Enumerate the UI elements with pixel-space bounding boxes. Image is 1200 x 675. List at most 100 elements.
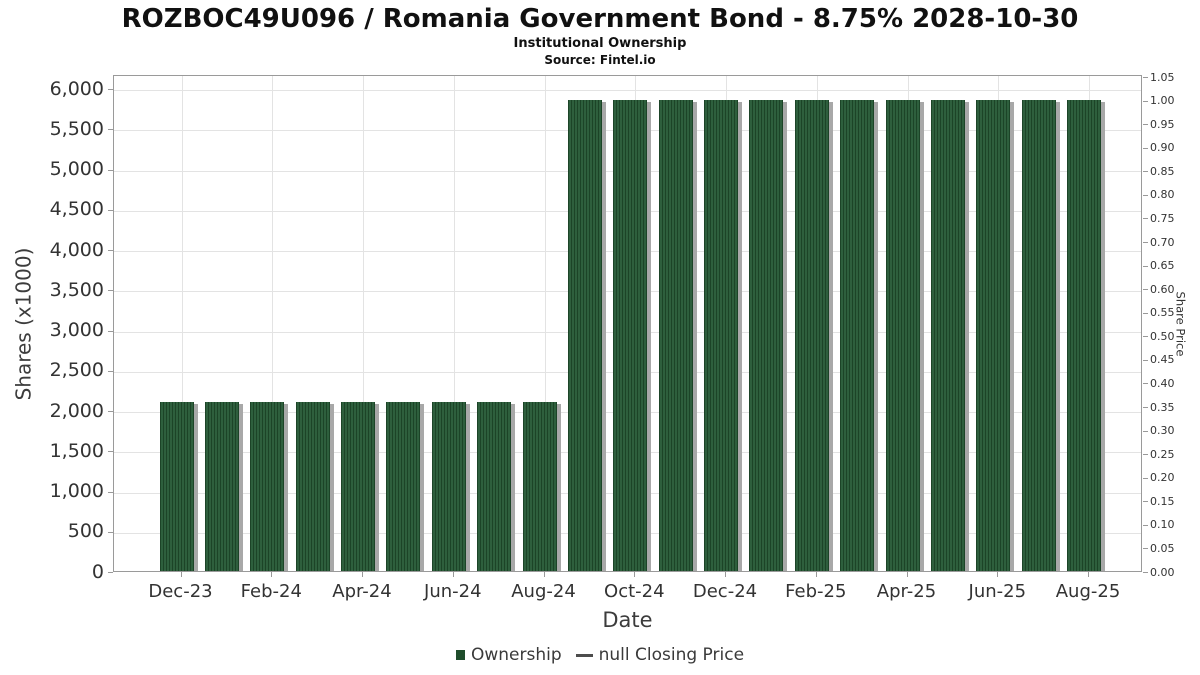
v-gridline <box>272 76 274 571</box>
v-gridline <box>181 76 183 571</box>
right-tick-label: 0.70 <box>1150 235 1175 249</box>
left-tick-label: 2,500 <box>49 359 104 382</box>
left-tick-label: 3,000 <box>49 319 104 341</box>
ownership-swatch-icon <box>455 650 465 660</box>
right-tick-mark <box>1143 501 1148 503</box>
x-tick-mark <box>634 572 636 577</box>
ownership-bar <box>431 402 466 571</box>
right-tick-label: 0.75 <box>1150 211 1175 225</box>
v-gridline <box>544 76 546 571</box>
left-tick-label: 500 <box>67 520 104 543</box>
ownership-bar <box>567 100 602 571</box>
right-tick-mark <box>1143 100 1148 102</box>
x-tick-label: Jun-24 <box>424 581 482 602</box>
ownership-bar <box>930 100 965 571</box>
left-tick-mark <box>108 531 113 533</box>
right-tick-mark <box>1143 359 1148 361</box>
left-tick-label: 5,500 <box>49 117 104 140</box>
legend: Ownership null Closing Price <box>0 645 1200 665</box>
x-tick-mark <box>452 572 454 577</box>
right-tick-label: 1.00 <box>1150 94 1175 108</box>
right-tick-label: 0.90 <box>1150 141 1175 155</box>
left-tick-label: 4,000 <box>49 238 104 261</box>
x-tick-label: Apr-25 <box>876 581 937 602</box>
x-tick-label: Dec-24 <box>692 581 758 602</box>
right-tick-label: 0.45 <box>1150 353 1175 367</box>
right-tick-label: 0.20 <box>1150 471 1175 485</box>
ownership-bar <box>658 100 693 571</box>
right-tick-label: 1.05 <box>1150 70 1175 84</box>
left-tick-label: 5,000 <box>49 158 104 180</box>
right-tick-label: 0.05 <box>1150 541 1175 555</box>
x-tick-label: Oct-24 <box>604 581 665 602</box>
h-gridline <box>114 90 1141 91</box>
v-gridline <box>363 76 364 571</box>
plot-area <box>113 75 1142 572</box>
right-tick-label: 0.15 <box>1150 494 1175 508</box>
right-tick-label: 0.80 <box>1150 188 1175 202</box>
left-tick-mark <box>108 411 113 412</box>
right-tick-label: 0.55 <box>1150 306 1175 320</box>
x-tick-label: Apr-24 <box>332 581 392 602</box>
ownership-bar <box>613 100 648 571</box>
ownership-bar <box>749 100 784 571</box>
chart-source: Source: Fintel.io <box>544 53 656 67</box>
left-tick-label: 0 <box>91 560 104 583</box>
left-tick-label: 3,500 <box>49 278 104 301</box>
right-axis-title-text: Share Price <box>1173 291 1187 356</box>
right-tick-label: 0.50 <box>1150 329 1175 343</box>
v-gridline <box>453 76 455 571</box>
left-tick-mark <box>108 572 113 573</box>
ownership-bar <box>386 402 421 571</box>
right-tick-label: 0.60 <box>1150 282 1175 296</box>
left-tick-mark <box>108 129 113 131</box>
left-tick-mark <box>108 89 113 90</box>
ownership-bar <box>295 402 330 571</box>
legend-label: null Closing Price <box>598 645 745 665</box>
right-tick-mark <box>1143 218 1148 220</box>
legend-label: Ownership <box>470 645 562 665</box>
price-dash-icon <box>575 653 593 657</box>
ownership-bar <box>840 100 875 571</box>
right-tick-label: 0.85 <box>1150 164 1175 178</box>
right-tick-mark <box>1143 430 1148 432</box>
ownership-bar <box>976 100 1011 571</box>
right-tick-label: 0.65 <box>1150 259 1175 273</box>
x-tick-mark <box>543 572 545 577</box>
x-tick-mark <box>1088 572 1089 577</box>
right-tick-label: 0.35 <box>1150 400 1175 414</box>
left-tick-label: 6,000 <box>49 77 104 100</box>
right-tick-mark <box>1143 124 1148 126</box>
right-tick-mark <box>1143 194 1148 196</box>
legend-item-ownership[interactable]: Ownership <box>455 645 562 665</box>
left-tick-label: 1,000 <box>49 480 104 502</box>
x-tick-label: Aug-25 <box>1055 581 1121 602</box>
right-tick-mark <box>1143 265 1148 267</box>
right-tick-label: 0.25 <box>1150 447 1175 461</box>
right-tick-label: 0.00 <box>1150 565 1175 579</box>
ownership-bar <box>477 402 512 571</box>
chart-title: ROZBOC49U096 / Romania Government Bond -… <box>121 4 1079 34</box>
legend-item-null-closing-price[interactable]: null Closing Price <box>575 645 745 665</box>
x-tick-mark <box>997 572 999 577</box>
ownership-bar <box>704 100 738 571</box>
right-tick-label: 0.95 <box>1150 117 1175 131</box>
x-tick-label: Dec-23 <box>148 581 213 602</box>
left-tick-mark <box>108 451 113 453</box>
ownership-bar <box>250 402 285 571</box>
left-tick-label: 1,500 <box>49 439 104 462</box>
right-tick-mark <box>1143 171 1148 173</box>
ownership-bar <box>159 402 194 571</box>
left-tick-mark <box>108 290 113 292</box>
chart-subtitle: Institutional Ownership <box>513 36 687 51</box>
right-tick-mark <box>1143 336 1148 338</box>
right-tick-mark <box>1143 407 1148 408</box>
ownership-bar <box>204 402 239 571</box>
x-tick-mark <box>362 572 363 577</box>
right-tick-label: 0.40 <box>1150 376 1175 390</box>
right-tick-mark <box>1143 572 1148 573</box>
right-tick-mark <box>1143 524 1148 526</box>
x-tick-label: Feb-25 <box>785 581 847 602</box>
left-tick-mark <box>108 169 113 171</box>
